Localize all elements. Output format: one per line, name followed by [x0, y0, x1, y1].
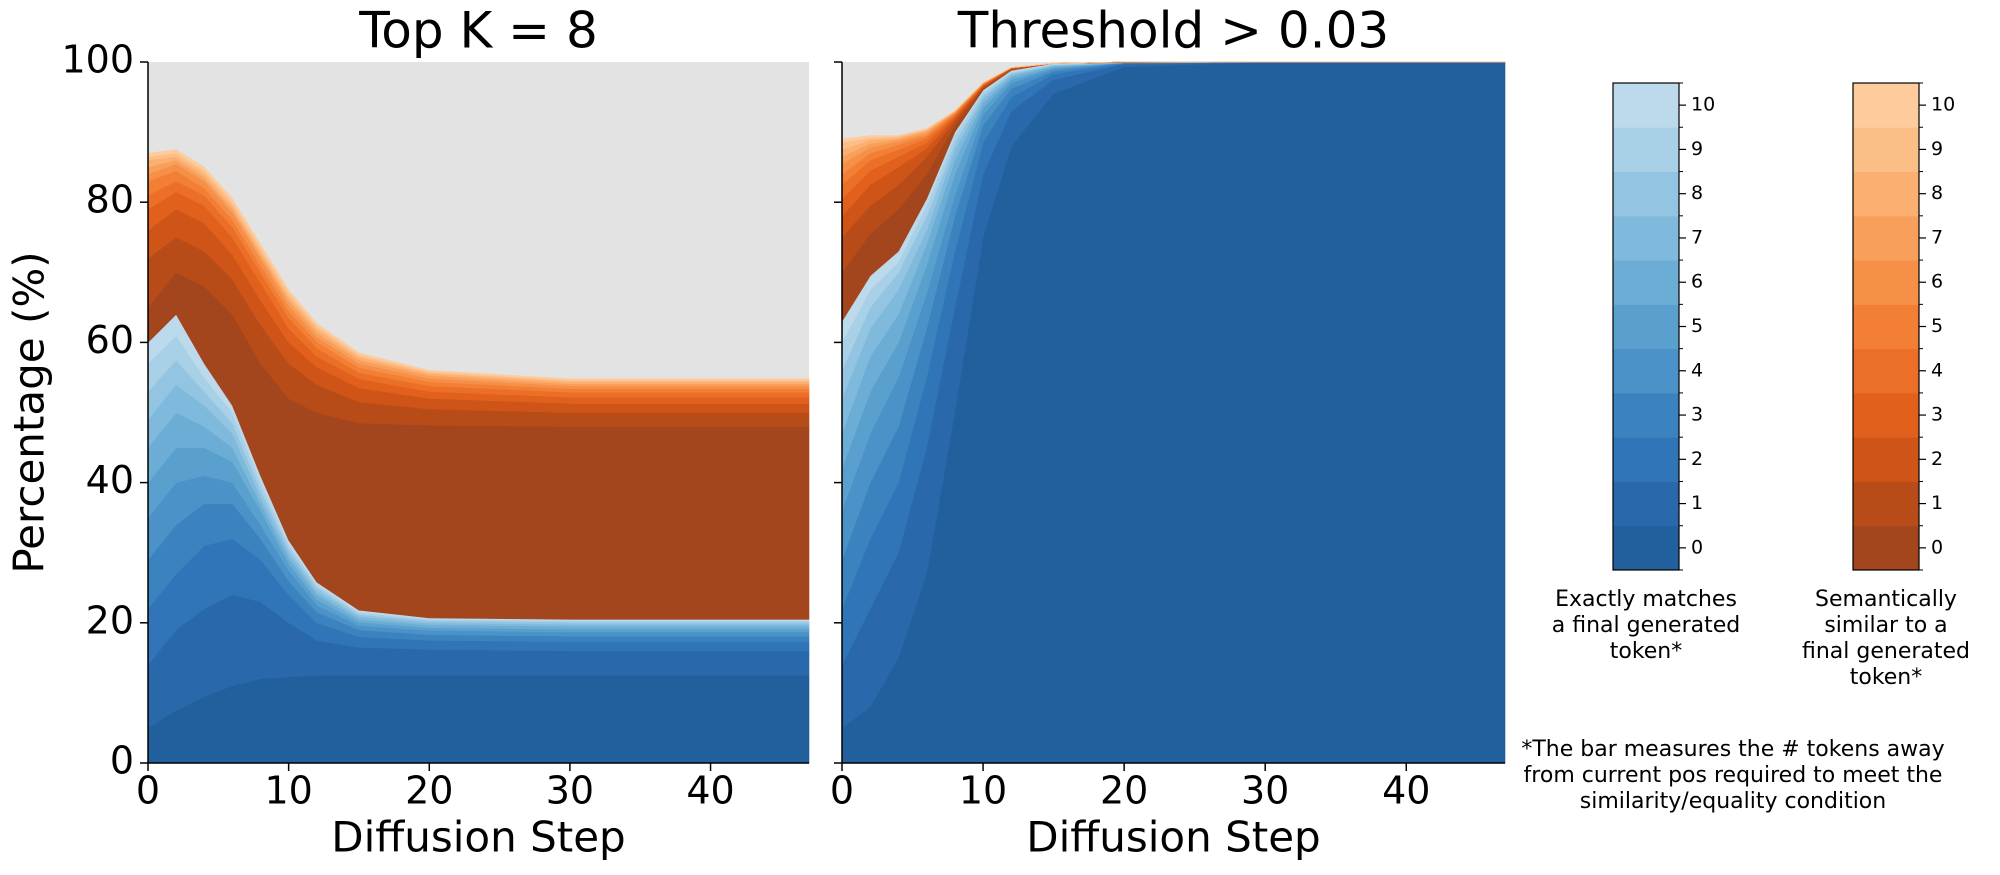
- x-tick-label: 40: [686, 769, 734, 813]
- colorbar-swatch: [1613, 304, 1679, 350]
- colorbar-tick-label: 4: [1931, 359, 1943, 381]
- area-band: [147, 675, 810, 764]
- colorbar-tick-label: 2: [1931, 448, 1943, 470]
- y-tick-label: 80: [86, 178, 134, 222]
- colorbar-label: a final generated: [1552, 613, 1741, 638]
- chart-title: Threshold > 0.03: [957, 2, 1389, 60]
- y-axis-label: Percentage (%): [5, 251, 54, 573]
- colorbar-tick-label: 8: [1931, 182, 1943, 204]
- colorbar-swatch: [1613, 525, 1679, 571]
- area-band: [841, 61, 1505, 143]
- colorbar-tick-label: 10: [1691, 94, 1715, 116]
- x-tick-label: 30: [1241, 769, 1289, 813]
- colorbar-swatch: [1853, 260, 1919, 305]
- colorbar-label: token*: [1850, 665, 1923, 690]
- y-tick-label: 0: [110, 739, 134, 783]
- colorbar-tick-label: 6: [1691, 271, 1703, 293]
- colorbar-tick-label: 7: [1691, 226, 1703, 248]
- colorbar-tick-label: 1: [1691, 492, 1703, 514]
- colorbar-swatch: [1853, 171, 1919, 217]
- x-tick-label: 10: [264, 769, 312, 813]
- colorbar-swatch: [1613, 437, 1679, 482]
- colorbar-swatch: [1853, 215, 1919, 261]
- colorbar-tick-label: 2: [1691, 448, 1703, 470]
- colorbar-swatch: [1853, 348, 1919, 394]
- colorbar-tick-label: 8: [1691, 182, 1703, 204]
- x-tick-label: 20: [1100, 769, 1148, 813]
- colorbar-tick-label: 5: [1931, 315, 1943, 337]
- x-axis-label: Diffusion Step: [331, 813, 625, 862]
- colorbar-tick-label: 9: [1931, 138, 1943, 160]
- x-tick-label: 40: [1382, 769, 1430, 813]
- footnote: *The bar measures the # tokens away: [1521, 737, 1944, 762]
- colorbar-label: final generated: [1802, 639, 1970, 664]
- x-tick-label: 0: [136, 769, 160, 813]
- colorbar-swatch: [1613, 260, 1679, 305]
- y-tick-label: 20: [86, 598, 134, 642]
- colorbar-tick-label: 3: [1691, 404, 1703, 426]
- colorbar-tick-label: 4: [1691, 359, 1703, 381]
- x-tick-label: 30: [546, 769, 594, 813]
- colorbar-swatch: [1853, 392, 1919, 438]
- colorbar-swatch: [1613, 481, 1679, 527]
- y-tick-label: 40: [86, 458, 134, 502]
- x-axis-label: Diffusion Step: [1026, 813, 1320, 862]
- colorbar-tick-label: 3: [1931, 404, 1943, 426]
- colorbar-tick-label: 7: [1931, 226, 1943, 248]
- colorbar-label: Exactly matches: [1555, 587, 1737, 612]
- colorbar-label: Semantically: [1815, 587, 1957, 612]
- x-tick-label: 20: [405, 769, 453, 813]
- colorbar-label: similar to a: [1824, 613, 1947, 638]
- colorbar-swatch: [1613, 83, 1679, 128]
- footnote: from current pos required to meet the: [1524, 763, 1943, 788]
- colorbar-swatch: [1613, 215, 1679, 261]
- colorbar-tick-label: 0: [1691, 536, 1703, 558]
- colorbar-swatch: [1853, 437, 1919, 482]
- colorbar-swatch: [1853, 525, 1919, 571]
- footnote: similarity/equality condition: [1580, 789, 1886, 814]
- y-tick-label: 60: [86, 318, 134, 362]
- colorbar-tick-label: 1: [1931, 492, 1943, 514]
- colorbar-swatch: [1613, 392, 1679, 438]
- colorbar-label: token*: [1610, 639, 1683, 664]
- colorbar-swatch: [1613, 348, 1679, 394]
- x-tick-label: 0: [830, 769, 854, 813]
- colorbar-tick-label: 9: [1691, 138, 1703, 160]
- colorbar-swatch: [1613, 171, 1679, 217]
- colorbar-tick-label: 6: [1931, 271, 1943, 293]
- colorbar-swatch: [1853, 83, 1919, 128]
- colorbar-swatch: [1853, 481, 1919, 527]
- colorbar-swatch: [1613, 127, 1679, 173]
- colorbar-swatch: [1853, 304, 1919, 350]
- colorbar-tick-label: 5: [1691, 315, 1703, 337]
- x-tick-label: 10: [959, 769, 1007, 813]
- y-tick-label: 100: [61, 38, 134, 82]
- colorbar-swatch: [1853, 127, 1919, 173]
- area-band: [147, 149, 810, 381]
- colorbar-tick-label: 0: [1931, 536, 1943, 558]
- colorbar-tick-label: 10: [1931, 94, 1955, 116]
- chart-title: Top K = 8: [358, 2, 598, 60]
